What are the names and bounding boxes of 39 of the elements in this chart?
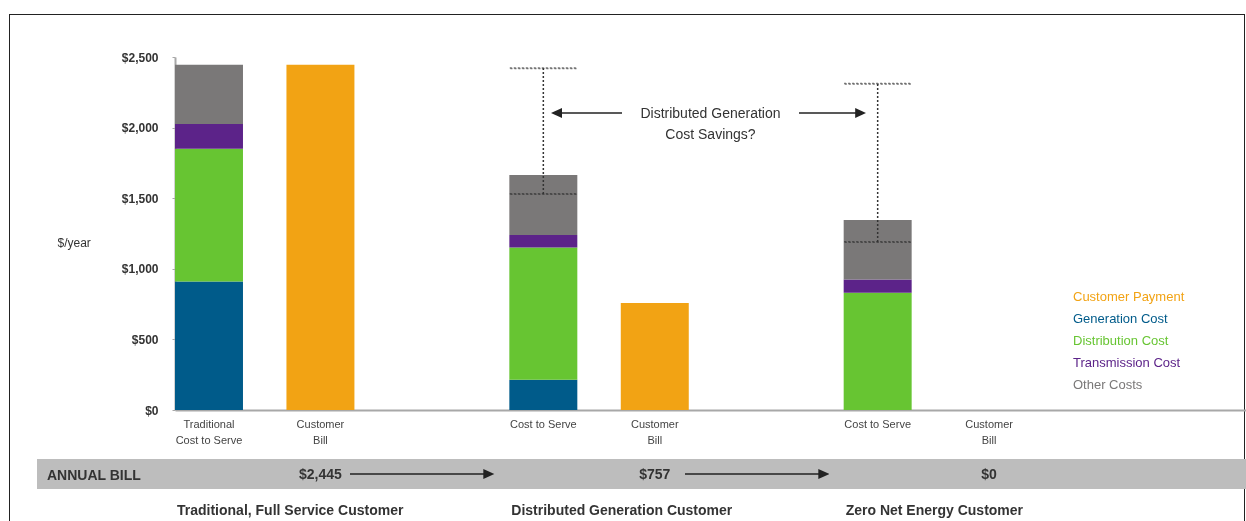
x-tick-label: Customer Bill: [296, 417, 345, 446]
y-axis-title: $/year: [57, 235, 91, 250]
x-tick-label: Customer Bill: [965, 417, 1014, 446]
bar: [843, 279, 912, 293]
text: Other Costs: [1073, 376, 1143, 392]
bar: [620, 303, 689, 410]
text: Transmission Cost: [1073, 354, 1181, 370]
y-tick-label: $2,000: [121, 121, 159, 136]
x-tick-label: Cost to Serve: [844, 417, 911, 430]
text: Distribution Cost: [1073, 332, 1169, 348]
text: Traditional, Full Service Customer: [177, 501, 404, 520]
bar: [509, 247, 578, 380]
x-tick-label: Cost to Serve: [510, 417, 577, 430]
data-label: $0: [981, 466, 998, 482]
bar: [175, 124, 243, 149]
bar: [509, 234, 578, 248]
x-tick-label: Traditional Cost to Serve: [175, 417, 243, 446]
text: Distributed Generation Customer: [511, 501, 733, 520]
bar: [175, 281, 243, 410]
bar: [175, 148, 243, 282]
bar: [175, 64, 243, 125]
bar: [843, 220, 912, 280]
y-tick-label: $500: [131, 332, 159, 347]
text: Generation Cost: [1073, 310, 1169, 326]
bar: [509, 174, 578, 235]
annotation: Distributed Generation Cost Savings?: [639, 104, 782, 144]
y-tick-label: $0: [145, 403, 159, 418]
y-tick-label: $2,500: [121, 50, 159, 65]
data-label: $757: [639, 466, 671, 482]
data-label: $2,445: [299, 466, 343, 482]
bar: [509, 379, 578, 410]
text: Customer Payment: [1073, 288, 1185, 304]
text: ANNUAL BILL: [47, 466, 141, 485]
x-tick-label: Customer Bill: [630, 417, 679, 446]
bar: [843, 292, 912, 410]
y-tick-label: $1,500: [121, 191, 159, 206]
bar: [286, 64, 355, 410]
y-tick-label: $1,000: [121, 262, 159, 277]
text: Zero Net Energy Customer: [845, 501, 1024, 520]
